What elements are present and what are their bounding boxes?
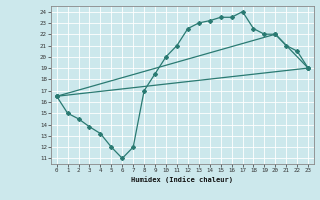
X-axis label: Humidex (Indice chaleur): Humidex (Indice chaleur) [132,176,233,183]
